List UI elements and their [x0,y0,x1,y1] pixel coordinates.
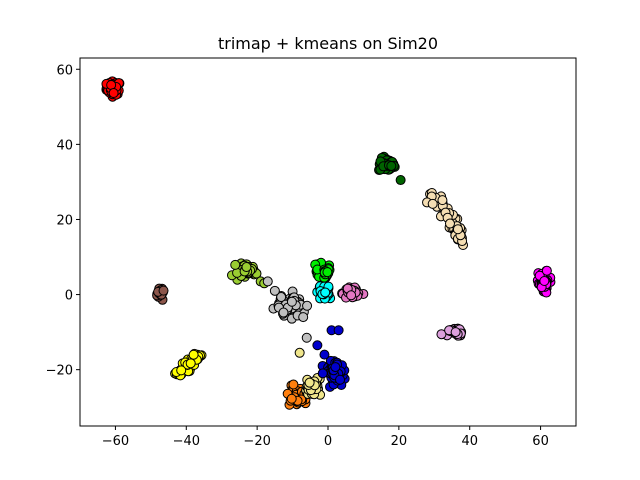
data-point [330,362,341,373]
data-point [302,300,313,311]
data-point [333,325,344,336]
x-tick-label: 60 [532,434,549,449]
data-point [298,312,309,323]
data-point [452,224,463,235]
x-tick-label: 0 [324,434,332,449]
y-tick-label: 0 [65,289,73,304]
data-point [450,327,461,338]
data-points [101,76,556,410]
data-point [346,290,357,301]
chart-title: trimap + kmeans on Sim20 [218,34,438,53]
data-point [319,349,330,360]
data-point [436,329,447,340]
data-point [320,287,331,298]
data-point [294,347,305,358]
x-tick-label: 20 [391,434,408,449]
data-point [541,265,552,276]
y-tick-label: 20 [56,213,73,228]
y-tick-label: 40 [56,138,73,153]
data-point [176,365,187,376]
data-point [188,349,199,360]
data-point [230,259,241,270]
data-point [304,377,315,388]
y-tick-label: −20 [46,364,73,379]
x-tick-label: 40 [461,434,478,449]
data-point [108,88,119,99]
data-point [241,262,252,273]
data-point [301,332,312,343]
data-point [278,307,289,318]
data-point [317,368,328,379]
data-point [269,285,280,296]
data-point [395,175,406,186]
data-point [539,276,550,287]
data-point [322,267,333,278]
data-point [386,160,397,171]
data-point [286,393,297,404]
y-axis: −20 0 20 40 60 [46,63,80,379]
data-point [288,379,299,390]
x-tick-label: −40 [173,434,200,449]
x-tick-label: −60 [102,434,129,449]
data-point [444,218,455,229]
x-axis: −60 −40 −20 0 20 40 60 [102,426,549,449]
data-point [335,374,346,385]
data-point [427,198,438,209]
data-point [437,195,448,206]
data-point [185,358,196,369]
data-point [158,285,169,296]
y-tick-label: 60 [56,63,73,78]
data-point [262,276,273,287]
data-point [286,296,297,307]
x-tick-label: −20 [243,434,270,449]
data-point [276,292,287,303]
data-point [312,340,323,351]
